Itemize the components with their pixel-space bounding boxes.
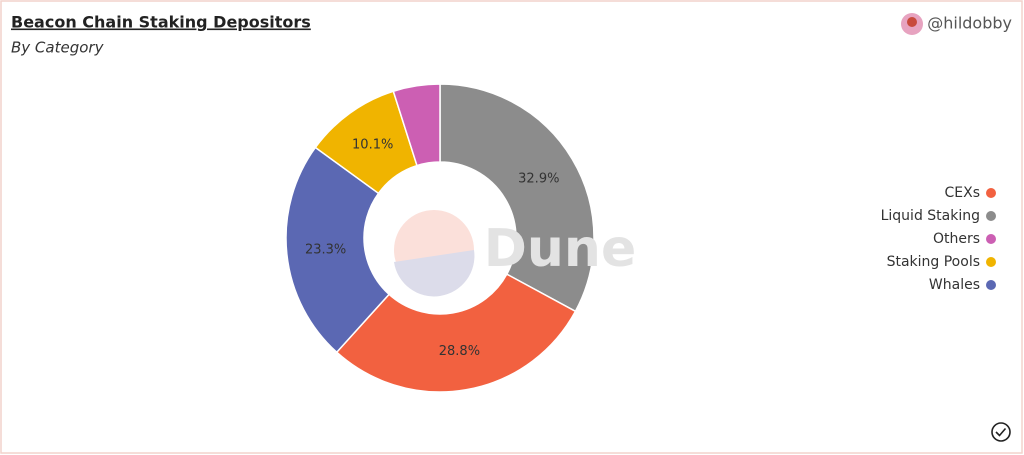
- pie-slice: [335, 273, 577, 393]
- legend-swatch: [986, 188, 996, 198]
- legend-label[interactable]: Liquid Staking: [881, 208, 980, 224]
- author-handle[interactable]: @hildobby: [927, 14, 1012, 33]
- legend-swatch: [986, 234, 996, 244]
- slice-label: 23.3%: [305, 242, 346, 257]
- pie-slice: [392, 83, 441, 167]
- watermark-disc-part: [394, 250, 475, 297]
- status-icon: [991, 422, 1011, 442]
- legend-label[interactable]: Whales: [929, 277, 980, 293]
- watermark: Dune: [484, 219, 636, 279]
- status-check: [995, 427, 1007, 437]
- chart-subtitle: By Category: [11, 39, 105, 57]
- slice-label: 28.8%: [439, 344, 480, 359]
- legend-swatch: [986, 257, 996, 267]
- avatar[interactable]: [901, 13, 923, 35]
- avatar-face: [907, 17, 917, 27]
- legend-swatch: [986, 211, 996, 221]
- legend-swatch: [986, 280, 996, 290]
- legend: CEXs Liquid Staking Others Staking Pools Wha…: [881, 185, 996, 293]
- pie-slice: [285, 146, 391, 354]
- donut-chart: 32.9% 28.8% 23.3% 10.1% Dune: [285, 83, 636, 393]
- pie-slice: [439, 83, 595, 313]
- legend-label[interactable]: Staking Pools: [887, 254, 980, 270]
- status-circle: [991, 422, 1011, 442]
- slice-label: 10.1%: [352, 137, 393, 152]
- chart-title[interactable]: Beacon Chain Staking Depositors: [11, 13, 311, 32]
- legend-label[interactable]: Others: [933, 231, 980, 247]
- legend-label[interactable]: CEXs: [944, 185, 980, 201]
- slice-label: 32.9%: [518, 172, 559, 187]
